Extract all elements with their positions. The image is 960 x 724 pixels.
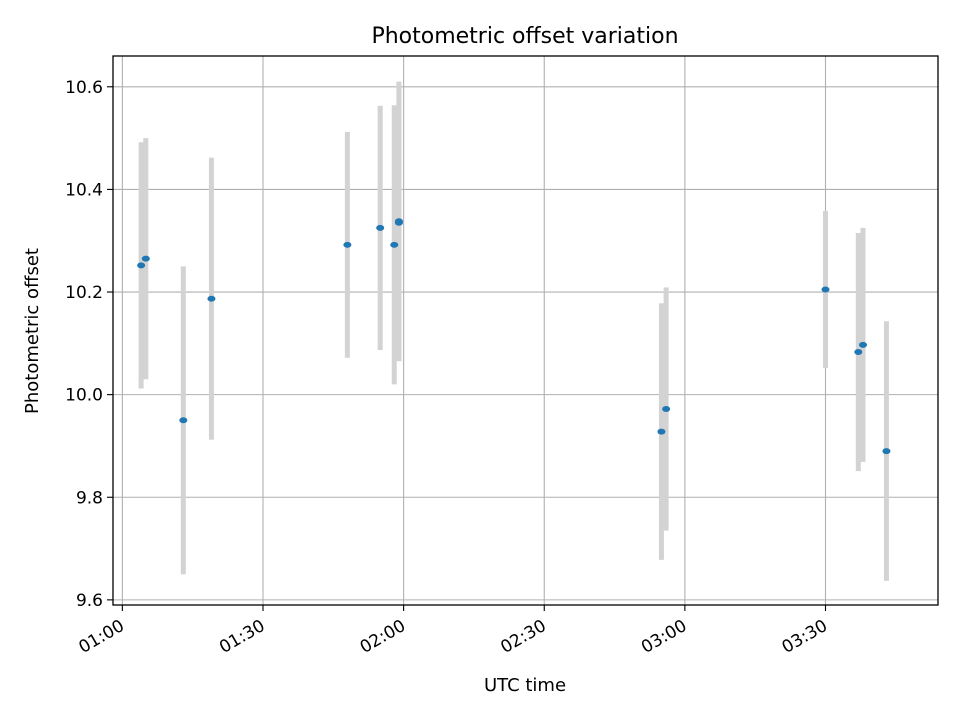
data-point bbox=[662, 406, 671, 413]
data-point bbox=[390, 241, 399, 248]
y-tick-label: 10.6 bbox=[65, 78, 103, 98]
y-tick-label: 9.6 bbox=[76, 591, 103, 611]
chart-title: Photometric offset variation bbox=[371, 24, 678, 49]
grid bbox=[113, 56, 938, 605]
data-point bbox=[859, 341, 867, 348]
data-point bbox=[854, 349, 863, 356]
data-point bbox=[179, 417, 188, 424]
y-axis-label: Photometric offset bbox=[22, 248, 43, 414]
data-point bbox=[207, 295, 216, 302]
data-point bbox=[821, 286, 830, 293]
data-point bbox=[657, 428, 666, 435]
data-point bbox=[343, 241, 352, 248]
data-point bbox=[394, 218, 403, 225]
data-point bbox=[376, 224, 385, 231]
data-point bbox=[882, 448, 891, 455]
x-axis-label: UTC time bbox=[484, 675, 566, 696]
data-point bbox=[137, 262, 146, 269]
y-tick-label: 10.2 bbox=[65, 283, 103, 303]
data-point bbox=[141, 255, 150, 262]
data-points bbox=[137, 218, 891, 455]
y-tick-label: 9.8 bbox=[76, 488, 103, 508]
y-tick-label: 10.0 bbox=[65, 386, 103, 406]
y-axis-ticks: 9.6 9.8 10.0 10.2 10.4 10.6 bbox=[65, 78, 113, 611]
y-tick-label: 10.4 bbox=[65, 180, 103, 200]
plot-area-frame bbox=[112, 55, 939, 606]
